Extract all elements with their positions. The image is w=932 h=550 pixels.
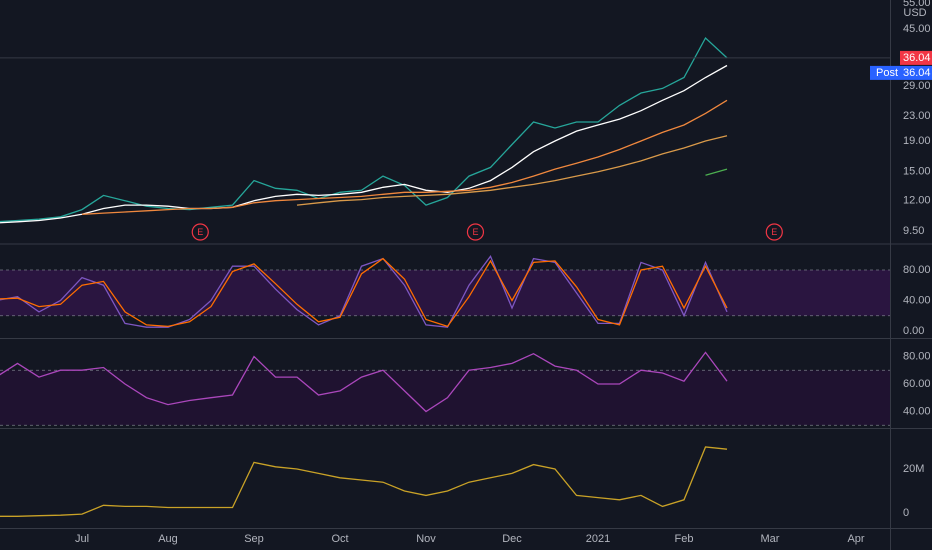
series-line xyxy=(0,446,728,517)
series-line xyxy=(0,257,728,328)
series-line xyxy=(0,351,728,413)
series-line xyxy=(0,36,728,223)
x-tick-label: Mar xyxy=(761,533,780,545)
y-tick-label: 9.50 xyxy=(903,225,924,237)
x-tick-label: Dec xyxy=(502,533,522,545)
post-price-label: 36.04 xyxy=(903,67,931,79)
y-tick-label: 29.00 xyxy=(903,80,931,92)
x-tick-label: Nov xyxy=(416,533,436,545)
last-price-label: 36.04 xyxy=(903,52,931,64)
indicator-band xyxy=(0,270,890,316)
series-line xyxy=(0,64,728,224)
series-line xyxy=(0,254,728,328)
earnings-marker xyxy=(191,223,209,241)
y-tick-label: 80.00 xyxy=(903,350,931,362)
x-tick-label: Feb xyxy=(675,533,694,545)
y-tick-label: 55.00 xyxy=(903,0,931,9)
y-tick-label: 45.00 xyxy=(903,23,931,35)
y-tick-label: 40.00 xyxy=(903,405,931,417)
y-tick-label: 80.00 xyxy=(903,264,931,276)
post-label-box xyxy=(870,65,900,80)
x-tick-label: Oct xyxy=(331,533,348,545)
indicator-band xyxy=(0,370,890,426)
y-tick-label: 20M xyxy=(903,463,924,475)
x-tick-label: Sep xyxy=(244,533,264,545)
x-tick-label: Aug xyxy=(158,533,178,545)
x-tick-label: 2021 xyxy=(586,533,610,545)
x-tick-label: Jul xyxy=(75,533,89,545)
y-tick-label: 0 xyxy=(903,507,909,519)
post-label: Post xyxy=(876,67,898,79)
y-tick-label: 15.00 xyxy=(903,166,931,178)
earnings-label: E xyxy=(197,227,203,237)
series-line xyxy=(705,168,728,176)
y-tick-label: 60.00 xyxy=(903,378,931,390)
y-tick-label: 0.00 xyxy=(903,325,924,337)
last-price-box xyxy=(900,50,932,65)
series-line xyxy=(81,99,728,215)
post-price-box xyxy=(900,65,932,80)
y-tick-label: 19.00 xyxy=(903,135,931,147)
earnings-label: E xyxy=(472,227,478,237)
y-tick-label: 40.00 xyxy=(903,294,931,306)
y-tick-label: 12.00 xyxy=(903,195,931,207)
earnings-marker xyxy=(466,223,485,241)
y-tick-label: 23.00 xyxy=(903,110,931,122)
earnings-marker xyxy=(765,223,783,241)
x-tick-label: Apr xyxy=(847,533,864,545)
earnings-label: E xyxy=(771,227,777,237)
series-line xyxy=(296,135,728,206)
currency-label: USD xyxy=(903,7,926,19)
